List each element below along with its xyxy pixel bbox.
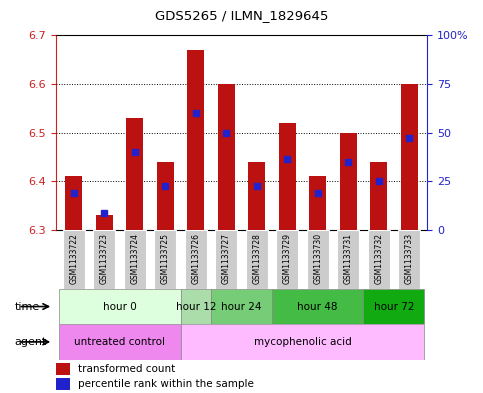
Bar <box>96 215 113 230</box>
Bar <box>307 230 328 289</box>
Bar <box>127 118 143 230</box>
Bar <box>272 289 363 324</box>
Text: hour 0: hour 0 <box>103 301 136 312</box>
Bar <box>94 230 115 289</box>
Bar <box>276 230 298 289</box>
Bar <box>368 230 389 289</box>
Text: hour 24: hour 24 <box>221 301 262 312</box>
Bar <box>309 176 326 230</box>
Bar <box>58 324 181 360</box>
Text: GDS5265 / ILMN_1829645: GDS5265 / ILMN_1829645 <box>155 9 328 22</box>
Bar <box>181 324 425 360</box>
Text: GSM1133723: GSM1133723 <box>100 233 109 284</box>
Text: GSM1133732: GSM1133732 <box>374 233 383 284</box>
Text: time: time <box>14 301 40 312</box>
Text: hour 12: hour 12 <box>175 301 216 312</box>
Bar <box>337 230 359 289</box>
Bar <box>370 162 387 230</box>
Bar <box>58 289 181 324</box>
Bar <box>185 230 207 289</box>
Text: GSM1133726: GSM1133726 <box>191 233 200 284</box>
Text: GSM1133731: GSM1133731 <box>344 233 353 284</box>
Text: GSM1133722: GSM1133722 <box>70 233 78 284</box>
Bar <box>398 230 420 289</box>
Text: mycophenolic acid: mycophenolic acid <box>254 337 351 347</box>
Bar <box>181 289 211 324</box>
Text: GSM1133724: GSM1133724 <box>130 233 139 284</box>
Bar <box>155 230 176 289</box>
Text: GSM1133727: GSM1133727 <box>222 233 231 284</box>
Bar <box>56 378 71 390</box>
Bar <box>401 84 417 230</box>
Bar <box>218 84 235 230</box>
Bar <box>157 162 174 230</box>
Text: untreated control: untreated control <box>74 337 165 347</box>
Text: agent: agent <box>14 337 47 347</box>
Text: GSM1133728: GSM1133728 <box>252 233 261 284</box>
Text: GSM1133725: GSM1133725 <box>161 233 170 284</box>
Text: transformed count: transformed count <box>78 364 175 374</box>
Bar <box>248 162 265 230</box>
Text: GSM1133733: GSM1133733 <box>405 233 413 284</box>
Bar <box>187 50 204 230</box>
Bar <box>279 123 296 230</box>
Bar <box>246 230 268 289</box>
Text: GSM1133729: GSM1133729 <box>283 233 292 284</box>
Text: hour 72: hour 72 <box>374 301 414 312</box>
Bar <box>66 176 82 230</box>
Bar <box>124 230 146 289</box>
Text: percentile rank within the sample: percentile rank within the sample <box>78 379 254 389</box>
Bar <box>363 289 425 324</box>
Bar <box>63 230 85 289</box>
Text: hour 48: hour 48 <box>298 301 338 312</box>
Bar <box>211 289 272 324</box>
Text: GSM1133730: GSM1133730 <box>313 233 322 284</box>
Bar <box>215 230 237 289</box>
Bar <box>56 363 71 375</box>
Bar <box>340 132 356 230</box>
